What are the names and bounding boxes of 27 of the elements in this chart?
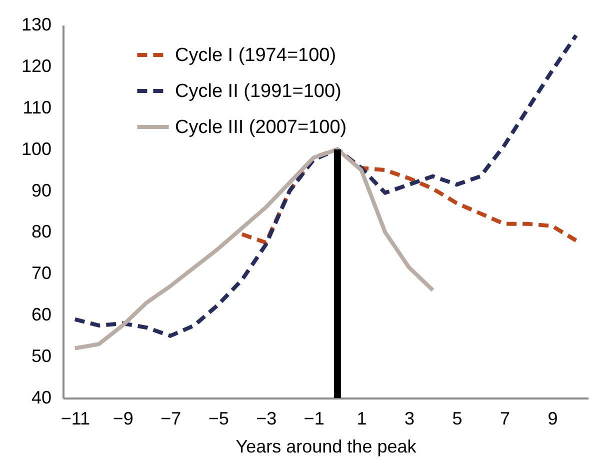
- x-axis-title: Years around the peak: [236, 436, 418, 456]
- x-tick-label: 5: [452, 408, 462, 428]
- x-tick-label: −5: [208, 408, 229, 428]
- y-tick-label: 100: [21, 138, 52, 159]
- legend-label: Cycle III (2007=100): [175, 117, 347, 138]
- y-tick-label: 90: [31, 180, 52, 200]
- x-tick-label: 9: [548, 408, 558, 428]
- x-tick-label: −9: [112, 408, 134, 428]
- x-tick-label: −1: [304, 408, 324, 428]
- y-tick-label: 50: [31, 346, 52, 366]
- x-tick-label: −11: [60, 408, 90, 428]
- y-tick-label: 60: [31, 304, 52, 325]
- y-tick-label: 130: [21, 14, 52, 34]
- x-tick-label: −7: [160, 408, 182, 428]
- y-tick-label: 120: [21, 56, 52, 76]
- x-tick-label: 1: [356, 408, 367, 428]
- y-tick-label: 40: [31, 388, 52, 408]
- y-tick-label: 80: [31, 222, 52, 242]
- x-tick-label: 3: [404, 408, 415, 428]
- x-tick-label: 7: [500, 408, 510, 428]
- y-tick-label: 110: [22, 97, 52, 118]
- y-tick-label: 70: [31, 263, 52, 284]
- legend-label: Cycle I (1974=100): [175, 45, 336, 66]
- x-tick-label: −3: [256, 408, 277, 428]
- legend-label: Cycle II (1991=100): [175, 81, 342, 102]
- line-series: [72, 147, 435, 350]
- line-series: [72, 33, 578, 338]
